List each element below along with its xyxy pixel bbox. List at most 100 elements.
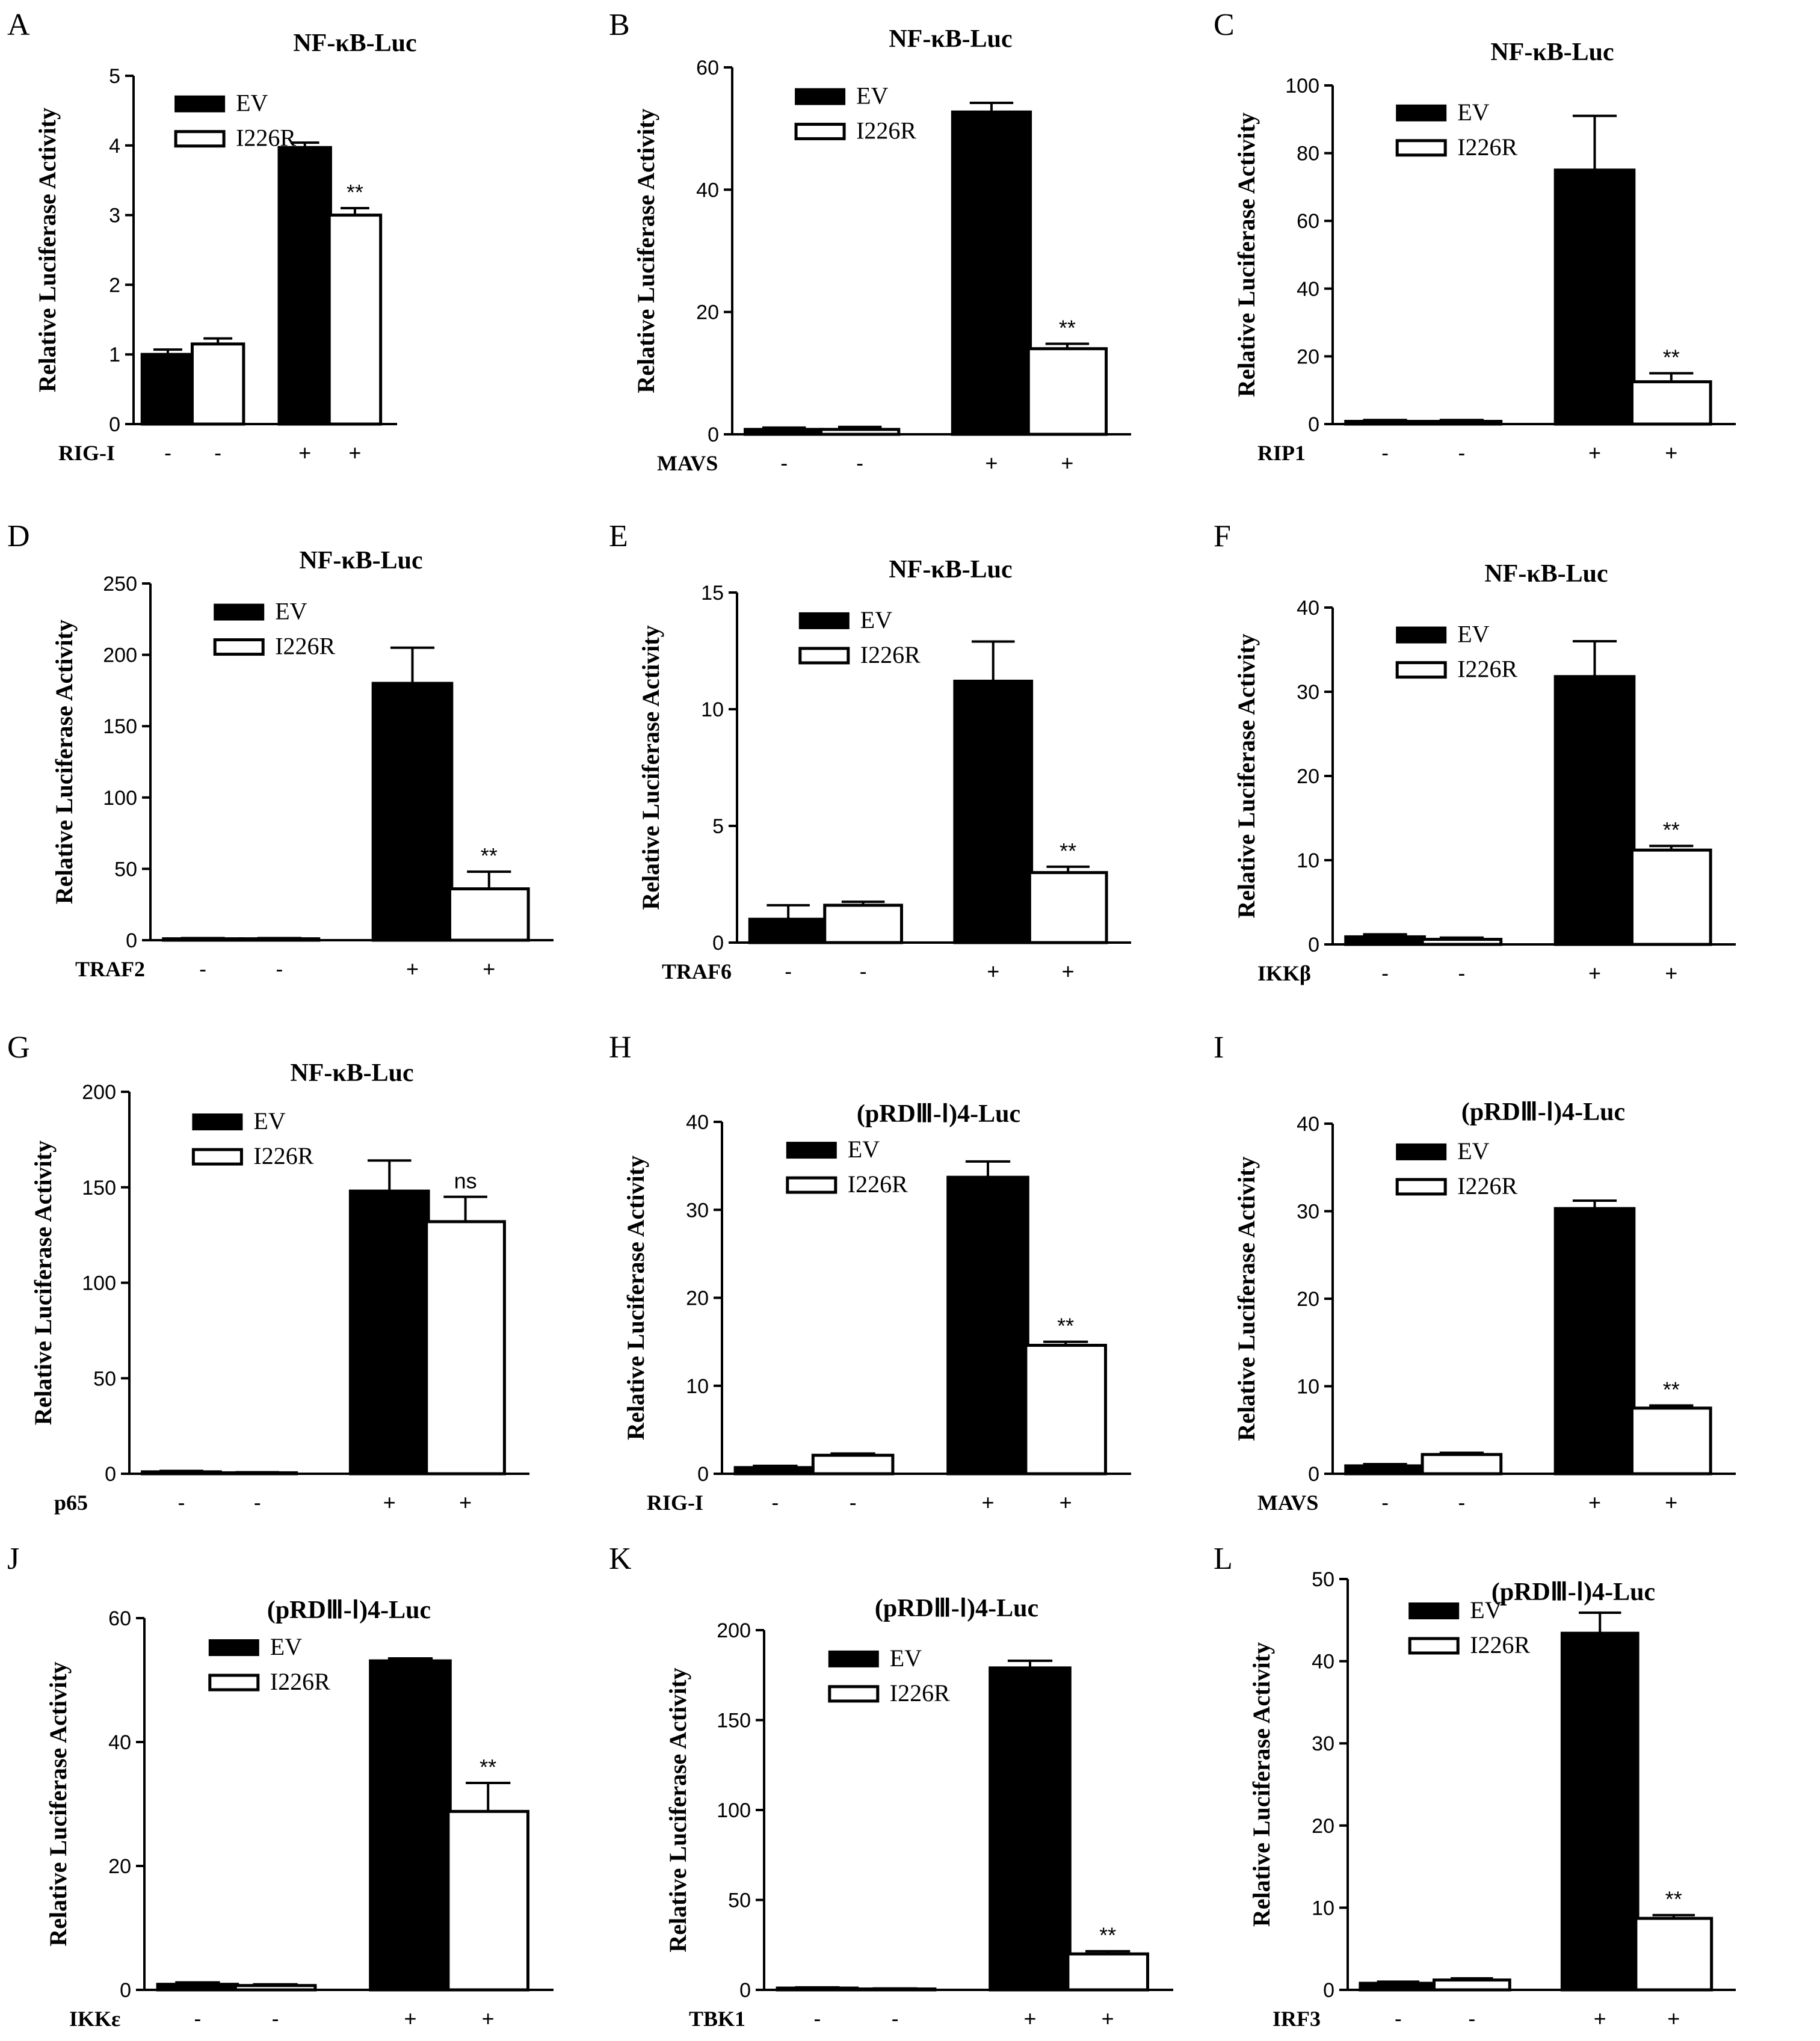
significance-annotation: ** xyxy=(481,843,498,868)
condition-sign: + xyxy=(987,959,999,984)
legend-swatch-ev xyxy=(208,1639,259,1657)
legend-swatch-i226r xyxy=(828,1685,880,1703)
panel-letter: I xyxy=(1214,1030,1224,1065)
panel-letter: E xyxy=(609,519,628,553)
bar-i226r xyxy=(446,1809,530,1992)
bar-ev xyxy=(1344,419,1426,426)
bar-i226r xyxy=(217,1471,298,1476)
bar-i226r xyxy=(1026,347,1108,436)
condition-label: IKKε xyxy=(69,2007,120,2031)
y-tick-label: 10 xyxy=(1312,1897,1334,1919)
legend-label-ev: EV xyxy=(890,1645,922,1672)
bar-i226r xyxy=(1630,848,1712,946)
bar-i226r xyxy=(853,1987,937,1992)
y-tick-label: 60 xyxy=(108,1607,131,1630)
bar-ev xyxy=(1553,675,1636,946)
legend-label-i226r: I226R xyxy=(1457,134,1517,161)
legend-swatch-ev xyxy=(192,1113,243,1131)
legend-label-i226r: I226R xyxy=(275,633,335,660)
bar-ev xyxy=(1359,1981,1438,1992)
legend-label-i226r: I226R xyxy=(848,1171,908,1198)
significance-annotation: ** xyxy=(1057,1314,1074,1338)
y-tick-label: 100 xyxy=(1285,75,1319,97)
y-tick-label: 150 xyxy=(717,1710,751,1732)
bar-ev xyxy=(748,917,828,944)
y-tick-label: 2 xyxy=(109,274,120,297)
y-tick-label: 200 xyxy=(717,1619,751,1642)
legend-swatch-ev xyxy=(1396,104,1447,122)
bar-ev xyxy=(156,1983,239,1992)
legend-swatch-ev xyxy=(174,95,226,112)
panel-c: C NF-κB-Luc Relative Luciferase Activity 0 2… xyxy=(1214,8,1736,465)
y-tick-label: 20 xyxy=(1297,345,1319,368)
panel-b: B NF-κB-Luc Relative Luciferase Activity 0 2… xyxy=(609,8,1131,475)
bar-ev xyxy=(733,1466,817,1476)
bar-i226r xyxy=(811,1453,895,1476)
condition-sign: - xyxy=(1381,440,1389,465)
condition-sign: + xyxy=(1060,1490,1072,1515)
y-tick-label: 200 xyxy=(82,1081,116,1104)
panel-letter: J xyxy=(7,1542,19,1576)
panel-letter: A xyxy=(7,8,30,42)
y-tick-label: 10 xyxy=(1297,1376,1319,1399)
y-tick-label: 80 xyxy=(1297,143,1319,165)
panel-title: (pRDⅢ-Ⅰ)4-Luc xyxy=(1461,1098,1625,1126)
legend-label-ev: EV xyxy=(1457,621,1489,648)
panel-g: G NF-κB-Luc Relative Luciferase Activity 0 5… xyxy=(7,1030,529,1515)
significance-annotation: ** xyxy=(347,180,363,205)
condition-label: TBK1 xyxy=(689,2007,745,2031)
condition-sign: - xyxy=(1381,961,1389,985)
condition-label: RIG-I xyxy=(58,441,115,465)
condition-sign: - xyxy=(1458,961,1465,985)
panel-title: NF-κB-Luc xyxy=(1484,560,1608,588)
y-tick-label: 0 xyxy=(1308,1463,1319,1486)
y-tick-label: 5 xyxy=(712,815,724,838)
bar-ev xyxy=(989,1666,1072,1992)
condition-sign: - xyxy=(164,440,171,465)
condition-sign: + xyxy=(981,1490,994,1515)
legend-label-ev: EV xyxy=(1457,99,1489,126)
condition-label: IRF3 xyxy=(1272,2007,1321,2031)
bar-ev xyxy=(1553,168,1636,426)
condition-sign: - xyxy=(780,451,788,475)
panel-i: I (pRDⅢ-Ⅰ)4-Luc Relative Luciferase Activi… xyxy=(1214,1030,1736,1515)
bar-ev xyxy=(369,1659,452,1992)
legend-swatch-i226r xyxy=(208,1673,260,1692)
condition-sign: + xyxy=(985,451,998,475)
y-axis-label: Relative Luciferase Activity xyxy=(51,620,78,904)
condition-sign: + xyxy=(1588,1490,1601,1515)
legend-swatch-i226r xyxy=(213,638,265,656)
legend-swatch-ev xyxy=(795,88,846,105)
legend-label-ev: EV xyxy=(860,606,892,633)
panel-title: NF-κB-Luc xyxy=(290,1059,413,1087)
y-tick-label: 50 xyxy=(1312,1568,1334,1591)
y-tick-label: 1 xyxy=(109,343,120,366)
condition-sign: + xyxy=(1665,1490,1677,1515)
bar-ev xyxy=(140,352,196,426)
y-tick-label: 0 xyxy=(105,1463,116,1486)
y-tick-label: 20 xyxy=(1312,1815,1334,1838)
y-tick-label: 0 xyxy=(739,1979,751,2002)
y-tick-label: 0 xyxy=(1308,934,1319,956)
condition-sign: + xyxy=(383,1490,396,1515)
y-tick-label: 0 xyxy=(126,929,137,952)
condition-sign: - xyxy=(892,2006,899,2031)
y-tick-label: 0 xyxy=(120,1979,131,2002)
y-tick-label: 30 xyxy=(1297,681,1319,704)
panel-a: A NF-κB-Luc Relative Luciferase Activity 0 1… xyxy=(7,8,417,465)
bar-i226r xyxy=(233,1984,317,1992)
condition-sign: + xyxy=(459,1490,472,1515)
legend-label-ev: EV xyxy=(1470,1596,1502,1624)
condition-label: TRAF6 xyxy=(662,959,732,984)
bar-ev xyxy=(1560,1631,1640,1992)
condition-sign: - xyxy=(199,956,206,981)
bar-ev xyxy=(277,146,332,426)
condition-label: MAVS xyxy=(657,451,718,475)
significance-annotation: ** xyxy=(1060,839,1076,863)
bar-i226r xyxy=(1421,419,1503,426)
condition-label: TRAF2 xyxy=(75,957,145,981)
panel-letter: H xyxy=(609,1030,632,1065)
bar-ev xyxy=(744,428,825,436)
y-axis-label: Relative Luciferase Activity xyxy=(1233,112,1260,397)
legend-label-i226r: I226R xyxy=(253,1142,313,1169)
